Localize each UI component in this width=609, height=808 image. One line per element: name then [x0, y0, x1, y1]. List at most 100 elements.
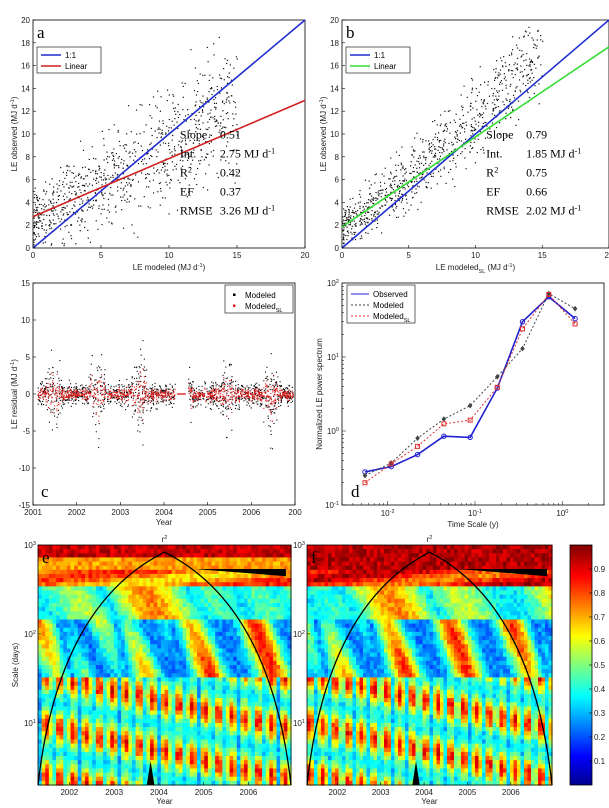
residual-point	[86, 396, 88, 398]
scatter-point	[506, 99, 508, 102]
residual-point	[192, 407, 194, 409]
x-tick-label: 2001	[24, 508, 42, 517]
heatmap-cell	[124, 545, 129, 550]
residual-point	[165, 399, 167, 401]
residual-point	[162, 400, 165, 402]
scatter-point	[369, 199, 371, 201]
residual-point	[140, 380, 142, 382]
heatmap-cell	[222, 561, 227, 567]
scatter-point	[195, 127, 197, 129]
y-tick-label: 16	[21, 62, 30, 71]
residual-point	[56, 408, 58, 410]
residual-point	[67, 395, 69, 397]
scatter-point	[235, 106, 237, 108]
scatter-point	[434, 136, 436, 138]
residual-point	[86, 387, 88, 389]
residual-point	[259, 405, 261, 407]
scatter-point	[155, 105, 157, 107]
scatter-point	[186, 153, 188, 155]
heatmap-cell	[287, 549, 292, 554]
heatmap-cell	[99, 569, 104, 575]
scatter-point	[88, 203, 90, 205]
residual-point	[271, 401, 273, 403]
residual-point	[219, 385, 221, 388]
residual-point	[253, 398, 255, 400]
residual-point	[289, 395, 291, 397]
scatter-point	[536, 45, 538, 47]
scatter-point	[145, 177, 147, 179]
scatter-point	[230, 95, 233, 97]
residual-point	[62, 398, 64, 401]
residual-point	[235, 399, 237, 401]
scatter-point	[227, 141, 229, 143]
residual-point	[71, 396, 73, 398]
scatter-point	[346, 226, 348, 228]
residual-point	[39, 394, 41, 396]
scatter-point	[408, 209, 410, 211]
heatmap-cell	[38, 545, 43, 550]
residual-point	[67, 396, 69, 398]
scatter-point	[428, 148, 430, 150]
residual-point	[90, 379, 92, 381]
heatmap-cell	[229, 561, 234, 567]
heatmap-cell	[157, 545, 162, 550]
legend-label: ModeledSL	[245, 302, 283, 314]
scatter-point	[88, 168, 90, 170]
scatter-point	[372, 199, 374, 201]
scatter-point	[110, 186, 112, 189]
scatter-point	[72, 186, 74, 188]
scatter-point	[141, 104, 143, 106]
residual-point	[78, 397, 80, 399]
residual-point	[166, 385, 168, 387]
heatmap-cell	[117, 545, 122, 550]
residual-point	[292, 396, 294, 398]
scatter-point	[347, 216, 349, 218]
residual-point	[263, 380, 265, 382]
scatter-point	[130, 131, 132, 133]
residual-point	[272, 391, 274, 393]
scatter-point	[375, 197, 377, 199]
scatter-point	[105, 179, 107, 181]
residual-point	[279, 395, 281, 397]
scatter-point	[385, 199, 387, 201]
residual-point	[119, 405, 121, 407]
scatter-point	[473, 117, 475, 119]
scatter-point	[443, 129, 446, 131]
scatter-point	[210, 134, 213, 137]
residual-point	[288, 399, 290, 402]
residual-point	[122, 386, 124, 388]
x-tick-label: 5	[407, 251, 412, 260]
scatter-point	[416, 180, 418, 182]
scatter-point	[214, 106, 216, 108]
residual-point	[103, 403, 106, 405]
residual-point	[90, 384, 92, 386]
residual-point	[212, 397, 214, 399]
residual-point	[172, 390, 174, 392]
heatmap-cell	[84, 549, 90, 554]
scatter-point	[185, 120, 187, 122]
data-point	[520, 345, 525, 352]
scatter-point	[364, 214, 366, 217]
residual-point	[130, 388, 132, 391]
residual-point	[222, 402, 224, 404]
scatter-point	[95, 173, 97, 175]
scatter-point	[36, 196, 39, 198]
residual-point	[267, 396, 269, 398]
data-point	[520, 326, 526, 332]
residual-point	[76, 390, 78, 392]
residual-point	[114, 394, 116, 396]
residual-point	[41, 388, 43, 390]
residual-point	[289, 397, 292, 399]
residual-point	[100, 406, 102, 408]
heatmap-cell	[157, 569, 162, 575]
residual-point	[252, 395, 254, 398]
heatmap-cell	[276, 553, 281, 559]
residual-point	[275, 381, 277, 383]
residual-point	[128, 390, 130, 392]
scatter-point	[95, 182, 98, 184]
residual-point	[45, 399, 47, 401]
residual-point	[95, 379, 97, 381]
scatter-point	[200, 148, 202, 151]
scatter-point	[208, 127, 210, 129]
residual-point	[110, 385, 112, 387]
